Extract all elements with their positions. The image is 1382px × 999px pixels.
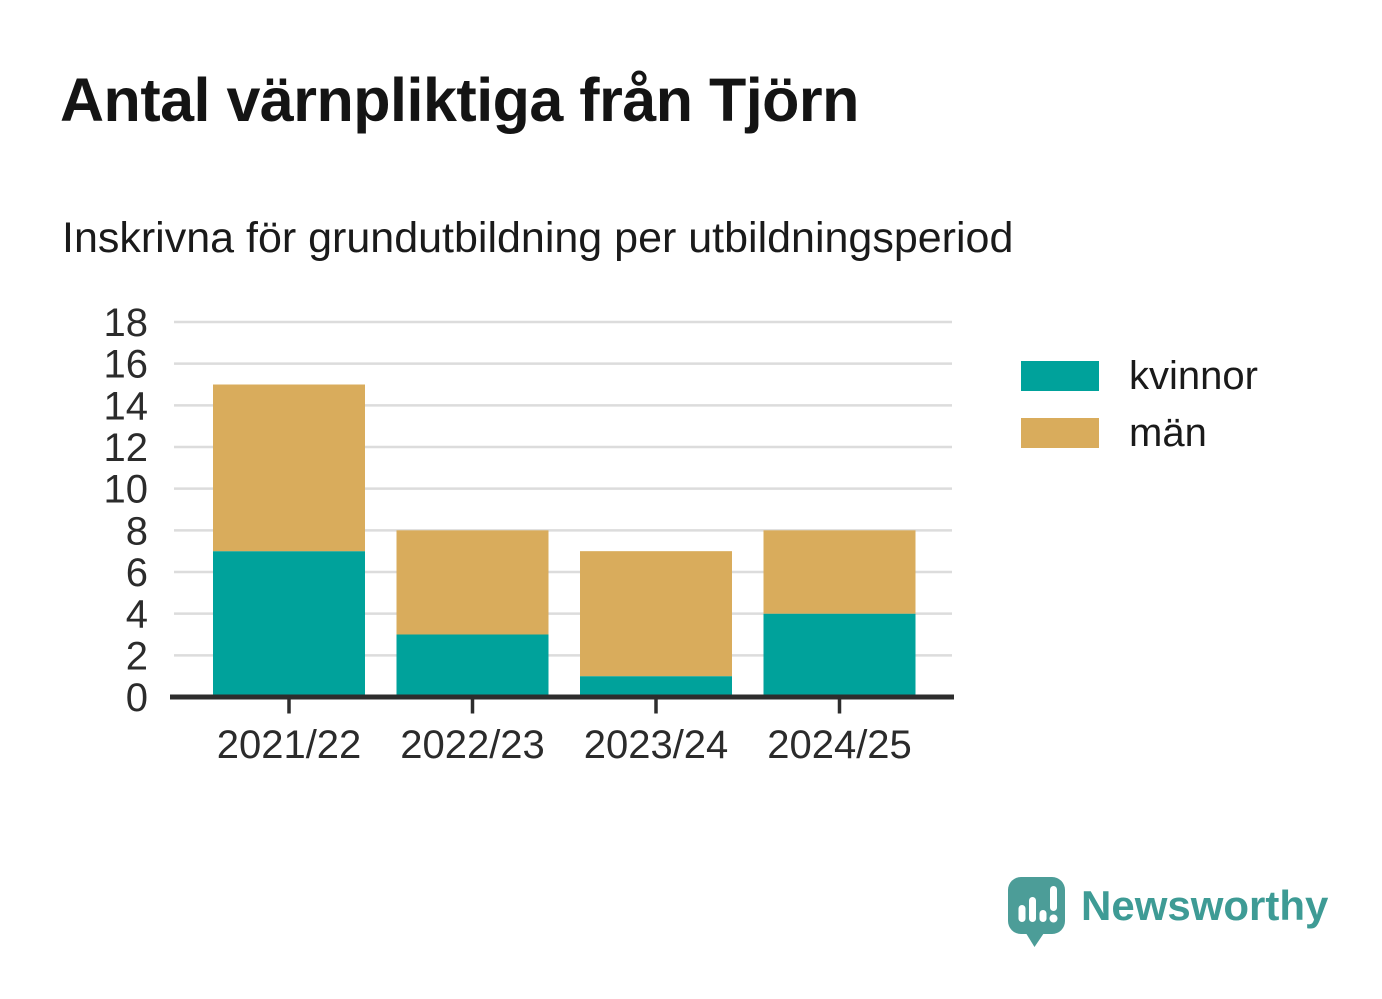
chart-title: Antal värnpliktiga från Tjörn xyxy=(60,66,859,134)
newsworthy-wordmark: Newsworthy xyxy=(1081,882,1329,929)
legend-swatch-man xyxy=(1021,418,1099,448)
newsworthy-badge-icon xyxy=(1008,877,1065,947)
y-tick-label: 8 xyxy=(126,509,148,553)
bar-segment-män xyxy=(763,530,916,614)
bar-segment-kvinnor xyxy=(580,676,732,697)
legend-label-kvinnor: kvinnor xyxy=(1129,354,1258,398)
x-tick-label: 2023/24 xyxy=(584,723,729,767)
bar-segment-kvinnor xyxy=(763,613,916,697)
legend-swatch-kvinnor xyxy=(1021,361,1099,391)
bar-segment-män xyxy=(213,384,365,552)
y-tick-label: 14 xyxy=(104,384,149,428)
chart-legend: kvinnor män xyxy=(1021,354,1258,455)
x-tick-label: 2024/25 xyxy=(767,723,912,767)
newsworthy-logo: Newsworthy xyxy=(1008,877,1328,948)
y-tick-label: 4 xyxy=(126,593,148,637)
bar-segment-kvinnor xyxy=(396,634,549,697)
y-tick-label: 0 xyxy=(126,676,148,720)
chart-subtitle: Inskrivna för grundutbildning per utbild… xyxy=(62,214,1014,262)
legend-item-man: män xyxy=(1021,411,1258,455)
y-tick-label: 10 xyxy=(104,468,149,512)
legend-item-kvinnor: kvinnor xyxy=(1021,354,1258,398)
y-tick-label: 16 xyxy=(104,343,149,387)
y-tick-label: 18 xyxy=(104,301,149,345)
bar-segment-män xyxy=(396,530,549,635)
bar-segment-kvinnor xyxy=(213,551,365,697)
legend-label-man: män xyxy=(1129,411,1207,455)
y-tick-label: 12 xyxy=(104,426,149,470)
y-tick-label: 6 xyxy=(126,551,148,595)
x-tick-label: 2021/22 xyxy=(217,723,362,767)
y-tick-label: 2 xyxy=(126,634,148,678)
bar-segment-män xyxy=(580,551,732,677)
x-tick-label: 2022/23 xyxy=(400,723,545,767)
